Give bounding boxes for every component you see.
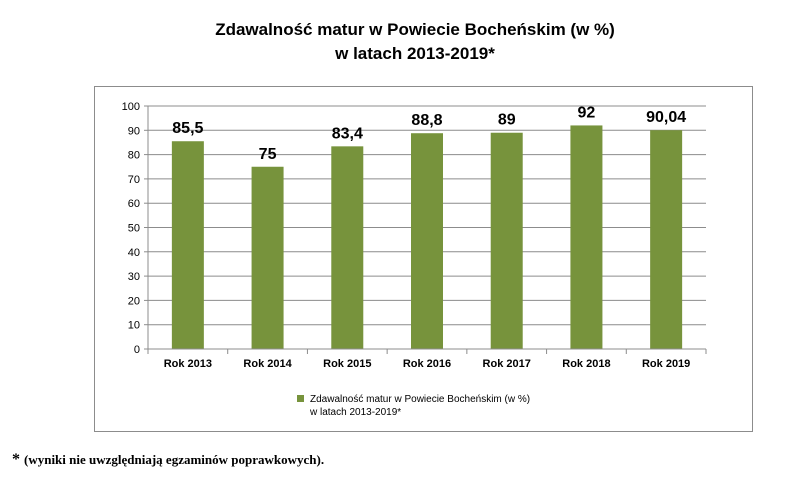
data-label: 88,8	[411, 112, 442, 129]
data-label: 75	[259, 146, 277, 163]
y-tick-label: 100	[122, 101, 140, 113]
chart-frame	[94, 86, 753, 432]
chart-title-line2: w latach 2013-2019*	[335, 44, 495, 63]
category-label: Rok 2015	[323, 358, 371, 370]
y-tick-label: 60	[128, 198, 140, 210]
data-label: 83,4	[332, 125, 363, 142]
axes	[144, 105, 707, 354]
bars	[171, 125, 683, 349]
footnote-text: (wyniki nie uwzględniają egzaminów popra…	[24, 452, 325, 467]
bar	[650, 130, 683, 349]
y-tick-label: 20	[128, 295, 140, 307]
category-label: Rok 2016	[403, 358, 451, 370]
category-label: Rok 2018	[562, 358, 610, 370]
data-label: 92	[578, 104, 596, 121]
data-label: 85,5	[172, 120, 203, 137]
y-tick-label: 0	[134, 344, 140, 356]
y-tick-label: 90	[128, 125, 140, 137]
bar	[411, 133, 443, 349]
chart-title-line1: Zdawalność matur w Powiecie Bocheńskim (…	[215, 20, 615, 39]
bar	[171, 141, 204, 349]
category-label: Rok 2014	[243, 358, 292, 370]
category-label: Rok 2013	[164, 358, 212, 370]
legend-label-line1: Zdawalność matur w Powiecie Bocheńskim (…	[310, 394, 530, 405]
y-tick-label: 30	[128, 271, 140, 283]
legend: Zdawalność matur w Powiecie Bocheńskim (…	[297, 394, 530, 418]
category-label: Rok 2019	[642, 358, 690, 370]
bar	[490, 132, 523, 349]
bar	[331, 146, 364, 349]
y-tick-label: 50	[128, 223, 140, 235]
data-label: 89	[498, 112, 516, 129]
labels: 0 10 20 30 40 50 60 70 80 90 100 85,5 Rok 2013 75 Rok …	[122, 101, 691, 370]
data-label: 90,04	[646, 109, 686, 126]
category-label: Rok 2017	[483, 358, 531, 370]
bar	[570, 125, 603, 349]
y-tick-label: 70	[128, 174, 140, 186]
y-tick-label: 80	[128, 150, 140, 162]
legend-swatch	[297, 395, 304, 402]
footnote: * (wyniki nie uwzględniają egzaminów popr…	[12, 451, 324, 469]
y-tick-label: 40	[128, 247, 140, 259]
y-tick-label: 10	[128, 320, 140, 332]
legend-label-line2: w latach 2013-2019*	[309, 407, 401, 418]
bar	[251, 166, 284, 349]
footnote-star: *	[12, 451, 20, 468]
chart-title: Zdawalność matur w Powiecie Bocheńskim (…	[0, 18, 800, 66]
